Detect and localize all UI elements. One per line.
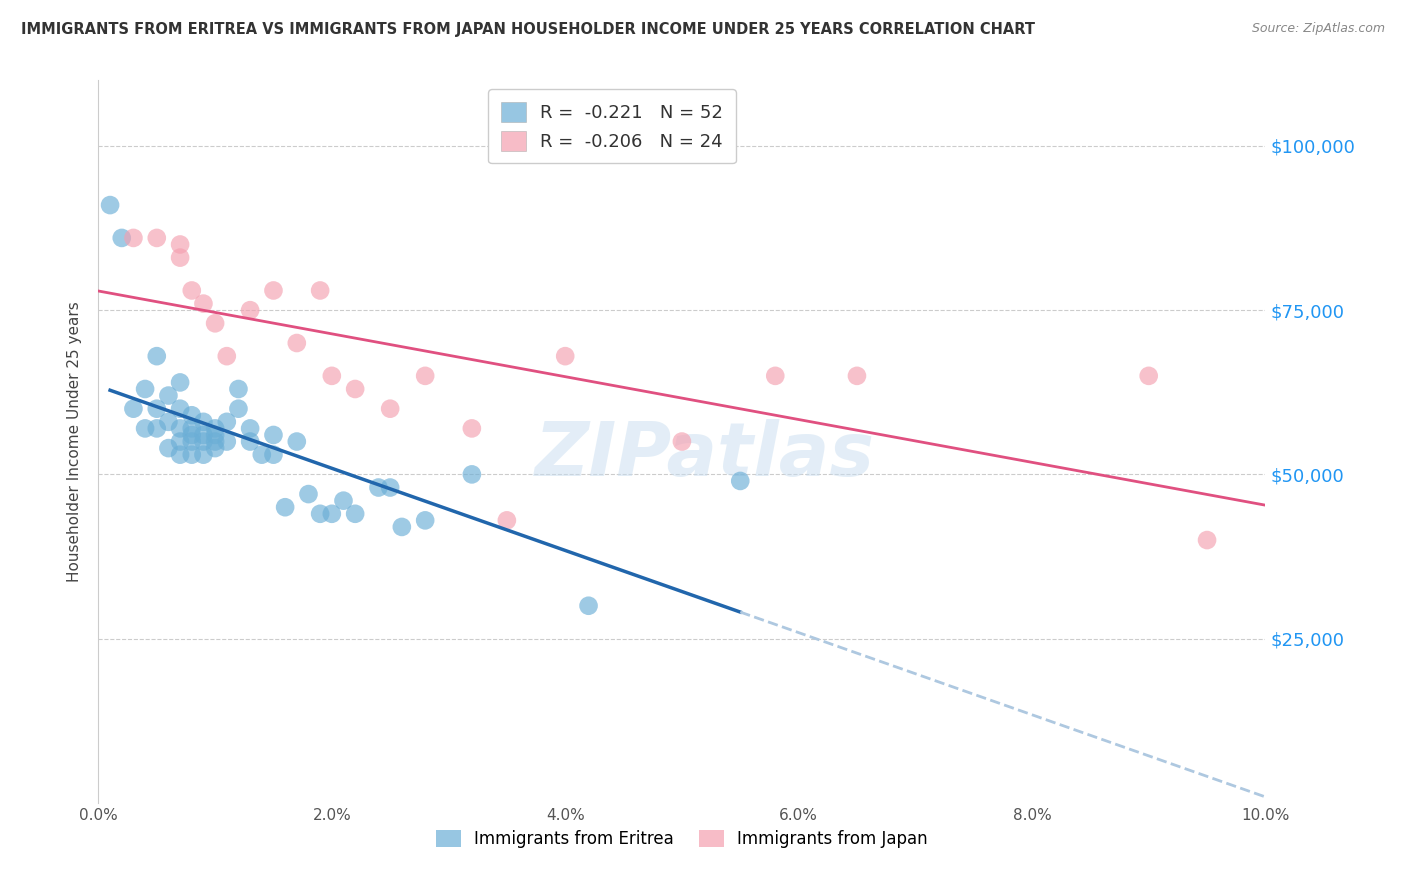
Point [146, 231, 169, 245]
Point [239, 434, 262, 449]
Point [180, 421, 202, 435]
Point [146, 349, 169, 363]
Point [180, 434, 202, 449]
Point [215, 434, 238, 449]
Point [98, 198, 121, 212]
Point [391, 520, 413, 534]
Point [262, 428, 284, 442]
Point [193, 415, 215, 429]
Point [413, 513, 436, 527]
Point [380, 481, 402, 495]
Point [134, 421, 156, 435]
Point [285, 434, 308, 449]
Point [262, 448, 284, 462]
Point [344, 382, 367, 396]
Point [169, 251, 191, 265]
Point [367, 481, 389, 495]
Point [321, 368, 343, 383]
Point [122, 401, 145, 416]
Point [204, 441, 226, 455]
Point [169, 376, 191, 390]
Point [180, 284, 202, 298]
Point [180, 428, 202, 442]
Point [461, 421, 484, 435]
Point [215, 415, 238, 429]
Point [1195, 533, 1218, 547]
Point [169, 434, 191, 449]
Point [496, 513, 519, 527]
Point [180, 409, 202, 423]
Point [297, 487, 319, 501]
Point [134, 382, 156, 396]
Point [730, 474, 752, 488]
Point [321, 507, 343, 521]
Point [146, 421, 169, 435]
Point [239, 421, 262, 435]
Point [193, 428, 215, 442]
Point [554, 349, 576, 363]
Point [380, 401, 402, 416]
Point [1137, 368, 1160, 383]
Point [193, 448, 215, 462]
Y-axis label: Householder Income Under 25 years: Householder Income Under 25 years [67, 301, 83, 582]
Text: Source: ZipAtlas.com: Source: ZipAtlas.com [1251, 22, 1385, 36]
Point [274, 500, 297, 515]
Point [111, 231, 134, 245]
Point [193, 296, 215, 310]
Point [309, 284, 332, 298]
Point [250, 448, 273, 462]
Point [146, 401, 169, 416]
Point [180, 448, 202, 462]
Point [228, 382, 250, 396]
Point [262, 284, 284, 298]
Point [413, 368, 436, 383]
Point [332, 493, 354, 508]
Text: ZIPatlas: ZIPatlas [536, 419, 876, 492]
Point [239, 303, 262, 318]
Point [846, 368, 869, 383]
Text: IMMIGRANTS FROM ERITREA VS IMMIGRANTS FROM JAPAN HOUSEHOLDER INCOME UNDER 25 YEA: IMMIGRANTS FROM ERITREA VS IMMIGRANTS FR… [21, 22, 1035, 37]
Point [309, 507, 332, 521]
Point [204, 421, 226, 435]
Point [228, 401, 250, 416]
Point [157, 415, 180, 429]
Point [204, 434, 226, 449]
Point [193, 434, 215, 449]
Point [204, 428, 226, 442]
Point [285, 336, 308, 351]
Point [344, 507, 367, 521]
Point [157, 388, 180, 402]
Point [215, 349, 238, 363]
Point [763, 368, 786, 383]
Legend: Immigrants from Eritrea, Immigrants from Japan: Immigrants from Eritrea, Immigrants from… [425, 818, 939, 860]
Point [204, 316, 226, 330]
Point [169, 401, 191, 416]
Point [169, 421, 191, 435]
Point [169, 237, 191, 252]
Point [122, 231, 145, 245]
Point [461, 467, 484, 482]
Point [671, 434, 693, 449]
Point [157, 441, 180, 455]
Point [578, 599, 600, 613]
Point [169, 448, 191, 462]
